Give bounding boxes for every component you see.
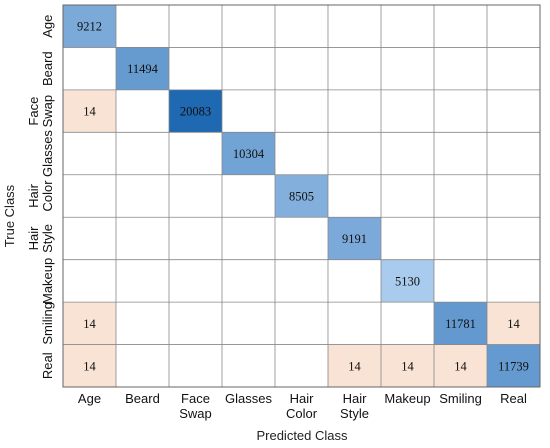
x-tick-label: Age <box>78 391 101 406</box>
y-tick-label: Face <box>26 97 41 126</box>
y-tick-label: Hair <box>26 183 41 208</box>
x-tick-label: Real <box>500 391 527 406</box>
x-tick-label: Hair Color <box>286 391 318 421</box>
grid-layer <box>62 4 541 388</box>
cell-value-label: 14 <box>401 359 414 373</box>
cell-value-label: 14 <box>348 359 361 373</box>
matrix-cell <box>381 344 434 387</box>
values-layer: 9212 11494 14 20083 10304 8505 9191 5130 14 11781… <box>77 20 529 374</box>
cell-value-label: 11494 <box>127 62 159 76</box>
cells-layer <box>63 5 540 387</box>
cell-value-label: 14 <box>83 317 96 331</box>
matrix-cell <box>487 302 540 345</box>
cell-value-label: 11739 <box>498 359 529 373</box>
cell-value-label: 14 <box>507 317 520 331</box>
x-tick-label: Hair Style <box>340 391 369 421</box>
x-axis-title: Predicted Class <box>256 428 348 443</box>
y-tick-label: Hair <box>26 226 41 251</box>
matrix-cell <box>116 47 169 90</box>
y-tick-label: Swap <box>40 95 55 128</box>
y-tick-label: Beard <box>40 51 55 86</box>
x-tick-label: Face Swap <box>179 391 212 421</box>
y-tick-label: Glasses <box>40 130 55 177</box>
matrix-cell <box>381 259 434 303</box>
matrix-cell <box>63 302 116 345</box>
x-tick-label: Makeup <box>384 391 430 406</box>
matrix-cell <box>63 89 116 133</box>
cell-value-label: 20083 <box>180 105 211 119</box>
matrix-cell <box>275 174 328 218</box>
cell-value-label: 14 <box>83 359 96 373</box>
y-tick-label: Age <box>40 15 55 38</box>
matrix-cell <box>328 344 381 387</box>
matrix-cell <box>63 5 116 48</box>
x-tick-label: Beard <box>125 391 160 406</box>
y-tick-label: Real <box>40 352 55 379</box>
x-tick-labels: Age Beard Face Swap Glasses Hair Color Hair Styl… <box>78 391 527 421</box>
y-tick-label: Style <box>40 224 55 253</box>
cell-value-label: 5130 <box>395 274 420 288</box>
cell-value-label: 9212 <box>77 20 102 34</box>
matrix-cell <box>434 344 487 387</box>
matrix-cell <box>487 344 540 387</box>
matrix-cell <box>63 344 116 387</box>
matrix-cell <box>169 89 222 133</box>
matrix-cell <box>222 132 275 175</box>
cell-value-label: 14 <box>454 359 467 373</box>
y-tick-label: Color <box>40 180 55 212</box>
matrix-cell <box>328 217 381 260</box>
y-tick-label: Smiling <box>40 302 55 345</box>
y-axis-title: True Class <box>2 184 17 247</box>
cell-value-label: 9191 <box>342 232 367 246</box>
cell-value-label: 11781 <box>445 317 476 331</box>
cell-value-label: 14 <box>83 105 96 119</box>
x-tick-label: Smiling <box>439 391 482 406</box>
cell-value-label: 10304 <box>233 147 265 161</box>
matrix-border <box>62 4 541 388</box>
x-tick-label: Glasses <box>225 391 272 406</box>
cell-value-label: 8505 <box>289 190 314 204</box>
matrix-cell <box>434 302 487 345</box>
y-tick-label: Makeup <box>40 258 55 304</box>
